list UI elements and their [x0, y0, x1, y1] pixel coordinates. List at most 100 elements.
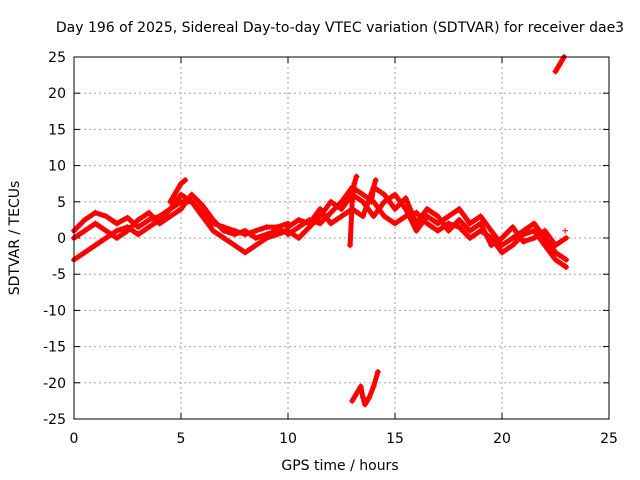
data-point [317, 206, 324, 213]
y-tick-label: 15 [48, 122, 66, 138]
data-point [220, 235, 227, 241]
data-point [359, 394, 366, 401]
data-point [231, 231, 238, 238]
data-point [135, 224, 142, 231]
data-point [103, 227, 110, 234]
data-point [167, 213, 174, 220]
data-markers [71, 54, 570, 408]
data-point [178, 206, 184, 213]
data-point [531, 220, 538, 227]
data-point [103, 235, 110, 241]
data-point [366, 394, 373, 401]
data-point [252, 235, 259, 241]
data-point [499, 235, 505, 241]
data-point [295, 224, 302, 231]
data-point [188, 198, 195, 205]
data-point [124, 214, 131, 221]
data-point [263, 231, 270, 238]
data-point [353, 173, 360, 180]
data-point [167, 206, 174, 213]
data-point [552, 242, 559, 249]
data-point [231, 242, 238, 249]
data-point [252, 242, 259, 249]
axis-ticks: 0 5 10 15 20 25 -25 -20 -15 -10 -5 0 5 10 15 20 25 [43, 50, 618, 447]
data-point [199, 213, 206, 220]
data-point [113, 235, 120, 241]
data-point [381, 191, 388, 198]
data-point [135, 216, 142, 223]
data-point [145, 224, 152, 231]
data-point [552, 68, 559, 75]
data-point [477, 213, 484, 220]
data-point [445, 227, 452, 234]
data-point [562, 227, 569, 234]
data-point [563, 263, 570, 270]
series-track-7 [285, 184, 570, 249]
data-point [357, 383, 364, 390]
series-line [349, 369, 381, 407]
x-tick-label: 10 [279, 431, 297, 447]
data-point [509, 235, 516, 241]
data-point [402, 213, 409, 220]
data-point [274, 227, 281, 234]
data-point [242, 227, 249, 234]
data-point [173, 187, 180, 194]
data-point [456, 224, 463, 231]
data-point [92, 220, 99, 227]
data-point [347, 242, 354, 249]
data-point [381, 198, 388, 205]
data-point [124, 227, 131, 234]
data-point [103, 213, 110, 220]
series-line [285, 192, 569, 263]
data-point [552, 249, 559, 256]
data-point [541, 242, 548, 249]
data-point [349, 397, 356, 404]
data-point [113, 220, 120, 227]
y-tick-label: -25 [43, 412, 66, 428]
data-point [392, 191, 398, 198]
x-tick-label: 20 [493, 431, 511, 447]
data-point [445, 213, 452, 220]
series-track-3 [71, 191, 291, 241]
x-tick-label: 0 [70, 431, 79, 447]
data-point [285, 231, 291, 238]
y-tick-label: 0 [57, 231, 66, 247]
data-point [295, 235, 302, 241]
x-axis-label: GPS time / hours [281, 458, 398, 474]
data-point [520, 231, 527, 238]
data-point [509, 224, 516, 231]
x-tick-label: 15 [386, 431, 404, 447]
data-point [353, 390, 360, 397]
data-point [556, 61, 563, 68]
data-point [210, 227, 217, 234]
data-point [392, 220, 398, 227]
data-point [445, 220, 452, 227]
data-point [210, 216, 217, 223]
data-point [188, 191, 195, 198]
data-point [434, 213, 441, 220]
x-tick-label: 25 [600, 431, 618, 447]
data-point [402, 195, 409, 202]
data-point [520, 238, 527, 245]
data-point [178, 191, 184, 198]
data-point [252, 227, 259, 234]
y-tick-label: -15 [43, 340, 66, 356]
data-point [531, 227, 538, 234]
data-point [456, 206, 463, 213]
data-point [541, 227, 548, 234]
data-point [306, 220, 313, 227]
series-track-12 [562, 227, 569, 234]
data-point [509, 242, 516, 249]
data-point [392, 206, 398, 213]
data-point [113, 227, 120, 234]
chart-title: Day 196 of 2025, Sidereal Day-to-day VTE… [56, 20, 624, 36]
data-point [359, 198, 366, 205]
data-point [317, 220, 324, 227]
data-point [285, 224, 291, 231]
data-point [182, 177, 189, 184]
data-point [81, 227, 88, 234]
series-track-11 [552, 54, 568, 75]
data-point [81, 249, 88, 256]
data-point [351, 180, 358, 187]
